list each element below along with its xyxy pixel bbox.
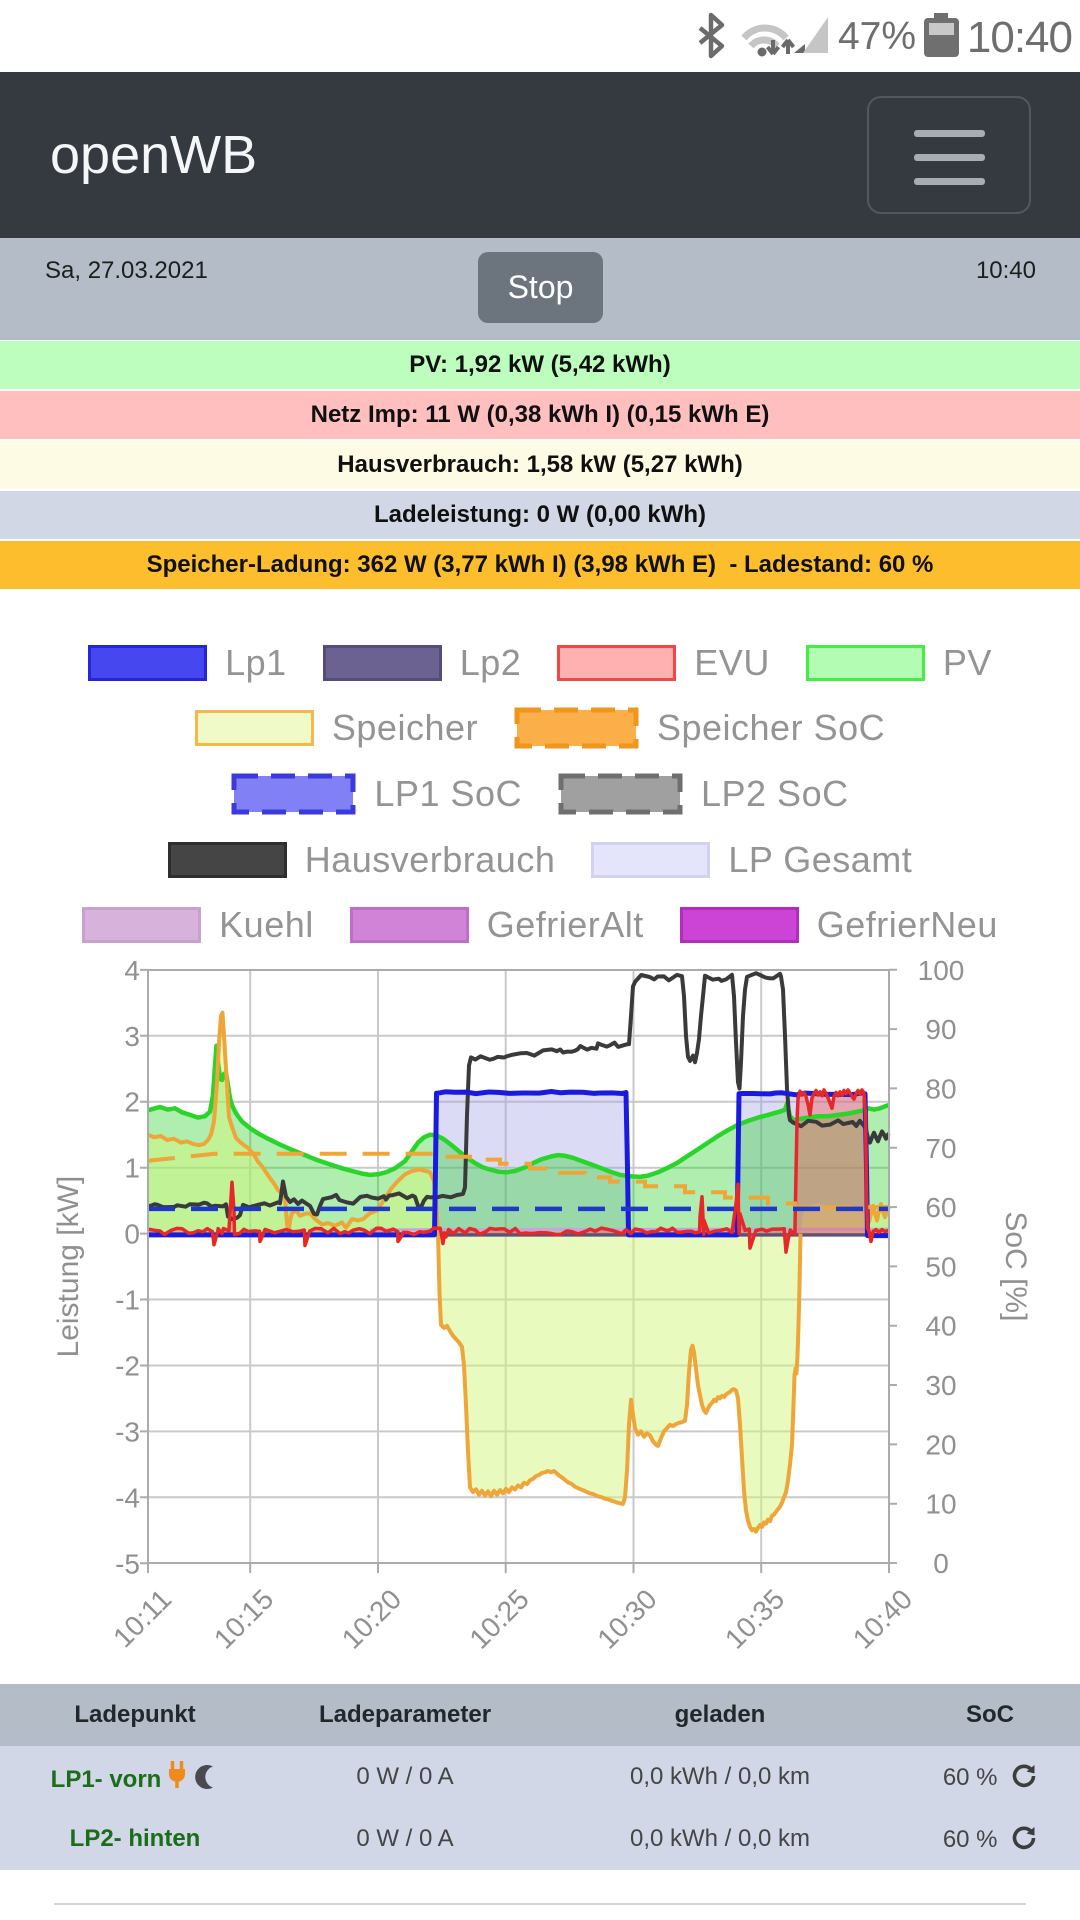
svg-text:60: 60 — [925, 1192, 956, 1223]
svg-text:10:30: 10:30 — [591, 1583, 662, 1654]
svg-text:3: 3 — [124, 1021, 140, 1052]
svg-text:10:11: 10:11 — [107, 1583, 177, 1653]
svg-text:4: 4 — [124, 955, 140, 986]
svg-text:40: 40 — [925, 1311, 956, 1342]
svg-text:1: 1 — [124, 1153, 140, 1184]
svg-text:10:15: 10:15 — [208, 1583, 279, 1654]
svg-text:0: 0 — [933, 1548, 949, 1579]
svg-text:47%: 47% — [838, 15, 916, 58]
svg-text:10:35: 10:35 — [719, 1583, 790, 1654]
svg-text:10:25: 10:25 — [463, 1583, 534, 1654]
svg-text:-4: -4 — [115, 1482, 140, 1513]
svg-text:0: 0 — [124, 1219, 140, 1250]
svg-text:10:20: 10:20 — [336, 1583, 407, 1654]
svg-text:-1: -1 — [115, 1285, 140, 1316]
svg-text:SoC [%]: SoC [%] — [999, 1211, 1032, 1321]
svg-text:10:40: 10:40 — [847, 1583, 918, 1654]
svg-text:10: 10 — [925, 1489, 956, 1520]
svg-text:-2: -2 — [115, 1351, 140, 1382]
svg-text:-3: -3 — [115, 1416, 140, 1447]
svg-text:70: 70 — [925, 1133, 956, 1164]
svg-text:80: 80 — [925, 1073, 956, 1104]
svg-text:20: 20 — [925, 1429, 956, 1460]
svg-text:10:40: 10:40 — [967, 13, 1072, 62]
svg-text:2: 2 — [124, 1087, 140, 1118]
svg-text:-5: -5 — [115, 1548, 140, 1579]
svg-text:90: 90 — [925, 1014, 956, 1045]
svg-text:Leistung [kW]: Leistung [kW] — [52, 1176, 85, 1358]
svg-text:100: 100 — [918, 955, 965, 986]
svg-text:50: 50 — [925, 1251, 956, 1282]
svg-text:30: 30 — [925, 1370, 956, 1401]
